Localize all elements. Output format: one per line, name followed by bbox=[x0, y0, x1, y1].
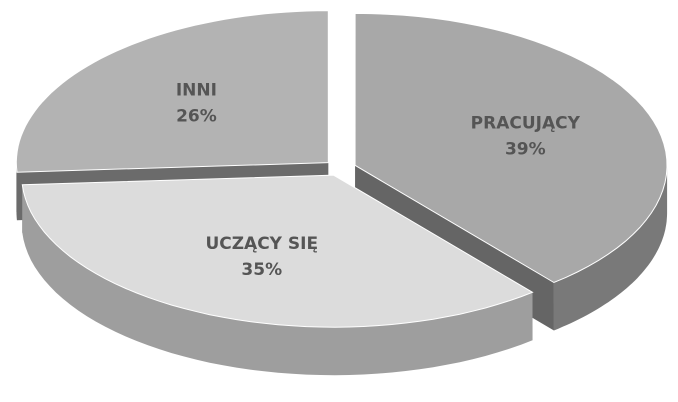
slice-side bbox=[22, 184, 533, 376]
slice-value-label: 35% bbox=[241, 260, 282, 280]
slice-label: PRACUJĄCY bbox=[471, 113, 581, 133]
slice-label: INNI bbox=[176, 80, 217, 100]
slice bbox=[15, 10, 329, 173]
slice-side bbox=[16, 162, 17, 221]
slice bbox=[21, 174, 534, 328]
slice-value-label: 26% bbox=[176, 106, 217, 126]
slice-label: UCZĄCY SIĘ bbox=[205, 234, 318, 254]
slice bbox=[354, 12, 668, 284]
slice-side bbox=[553, 165, 668, 331]
slice-value-label: 39% bbox=[505, 139, 546, 159]
